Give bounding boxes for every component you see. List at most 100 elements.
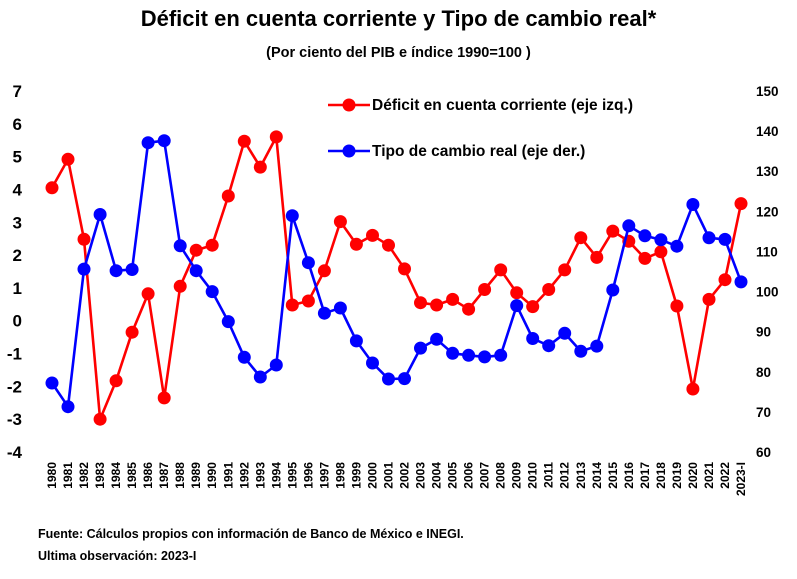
left-tick-label: -1 <box>7 345 22 364</box>
deficit-point <box>670 299 684 313</box>
tipo-cambio-point <box>734 275 748 289</box>
tipo-cambio-point <box>686 198 700 211</box>
left-tick-label: 6 <box>13 115 22 134</box>
tipo-cambio-point <box>125 263 139 276</box>
chart-title: Déficit en cuenta corriente y Tipo de ca… <box>140 6 657 31</box>
right-tick-label: 130 <box>756 164 779 179</box>
tipo-cambio-point <box>702 231 716 245</box>
x-tick-label: 1996 <box>301 462 315 489</box>
deficit-point <box>109 374 123 388</box>
x-tick-label: 2006 <box>462 462 476 489</box>
tipo-cambio-point <box>414 341 427 355</box>
deficit-point <box>606 224 620 238</box>
left-tick-label: 4 <box>13 180 23 199</box>
left-tick-label: -3 <box>7 410 22 429</box>
tipo-cambio-point <box>109 264 123 278</box>
x-tick-label: 2023-I <box>734 462 748 496</box>
deficit-legend-marker <box>342 98 356 112</box>
deficit-point <box>494 263 508 277</box>
tipo-cambio-point <box>285 209 299 223</box>
x-tick-label: 1989 <box>189 462 203 489</box>
x-tick-label: 2016 <box>622 462 636 489</box>
deficit-point <box>157 391 171 405</box>
right-tick-label: 100 <box>756 285 779 300</box>
x-tick-label: 1999 <box>349 462 363 489</box>
tipo-cambio-point <box>317 306 331 320</box>
tipo-cambio-point <box>670 239 684 253</box>
deficit-point <box>558 263 572 277</box>
tipo-cambio-point <box>446 346 460 360</box>
deficit-point <box>221 189 235 203</box>
x-tick-label: 2008 <box>494 462 508 489</box>
tipo-cambio-point <box>462 348 476 362</box>
right-tick-label: 80 <box>756 365 771 380</box>
x-tick-label: 2022 <box>718 462 732 489</box>
x-tick-label: 1980 <box>45 462 59 489</box>
left-tick-label: -4 <box>7 443 23 462</box>
x-tick-label: 1993 <box>253 462 267 489</box>
tipo-cambio-line <box>50 139 743 409</box>
tipo-cambio-point <box>221 315 235 329</box>
deficit-point <box>253 160 267 174</box>
x-tick-label: 2005 <box>446 462 460 489</box>
legend: Déficit en cuenta corriente (eje izq.) Ti… <box>328 97 633 160</box>
deficit-point <box>285 298 299 312</box>
deficit-point <box>205 238 219 252</box>
tipo-cambio-point <box>638 229 652 243</box>
source-note: Fuente: Cálculos propios con información… <box>38 527 464 541</box>
deficit-point <box>462 302 476 316</box>
tipo-cambio-point <box>189 264 203 278</box>
series-layer <box>45 130 748 426</box>
tipo-cambio-point <box>253 370 267 384</box>
left-tick-label: 0 <box>13 312 22 331</box>
deficit-point <box>382 238 395 252</box>
x-tick-label: 2020 <box>686 462 700 489</box>
deficit-point <box>590 250 604 264</box>
tipo-cambio-point <box>478 350 492 364</box>
right-tick-label: 110 <box>756 244 778 259</box>
left-tick-label: -2 <box>7 377 22 396</box>
x-tick-label: 2004 <box>430 462 444 489</box>
tipo-cambio-point <box>606 283 620 297</box>
deficit-point <box>574 231 588 245</box>
left-tick-label: 2 <box>13 246 22 265</box>
x-tick-label: 1994 <box>269 462 283 489</box>
tipo-cambio-point <box>205 285 219 299</box>
deficit-point <box>446 292 460 306</box>
deficit-point <box>686 382 700 396</box>
x-tick-label: 2021 <box>702 462 716 489</box>
x-tick-label: 2010 <box>526 462 540 489</box>
tipo-cambio-point <box>510 299 524 313</box>
left-tick-label: 7 <box>13 82 22 101</box>
tipo-cambio-legend-label: Tipo de cambio real (eje der.) <box>372 143 585 160</box>
tipo-cambio-point <box>574 344 588 358</box>
left-axis-ticks: -4 -3 -2 -1 0 1 2 3 4 5 6 7 <box>7 82 23 462</box>
x-tick-label: 2007 <box>478 462 492 489</box>
x-tick-label: 1984 <box>109 462 123 489</box>
tipo-cambio-point <box>542 339 556 353</box>
tipo-cambio-point <box>590 339 604 353</box>
x-tick-label: 1985 <box>125 462 139 489</box>
tipo-cambio-point <box>654 233 668 247</box>
x-tick-label: 2011 <box>542 462 556 488</box>
deficit-point <box>510 286 524 300</box>
deficit-point <box>349 237 363 251</box>
deficit-point <box>526 300 540 314</box>
deficit-point <box>173 279 187 293</box>
tipo-cambio-point <box>61 400 75 414</box>
right-tick-label: 70 <box>756 405 771 420</box>
x-tick-label: 1981 <box>61 462 75 489</box>
tipo-cambio-point <box>349 334 363 348</box>
x-tick-label: 2017 <box>638 462 652 489</box>
deficit-point <box>398 262 411 276</box>
right-tick-label: 90 <box>756 325 771 340</box>
x-tick-label: 1982 <box>77 462 91 489</box>
x-tick-label: 2003 <box>414 462 428 489</box>
deficit-point <box>333 215 347 229</box>
tipo-cambio-point <box>45 376 59 390</box>
deficit-point <box>478 283 492 296</box>
deficit-point <box>77 232 91 246</box>
tipo-cambio-point <box>430 332 444 346</box>
deficit-point <box>61 152 75 166</box>
deficit-point <box>734 197 748 211</box>
